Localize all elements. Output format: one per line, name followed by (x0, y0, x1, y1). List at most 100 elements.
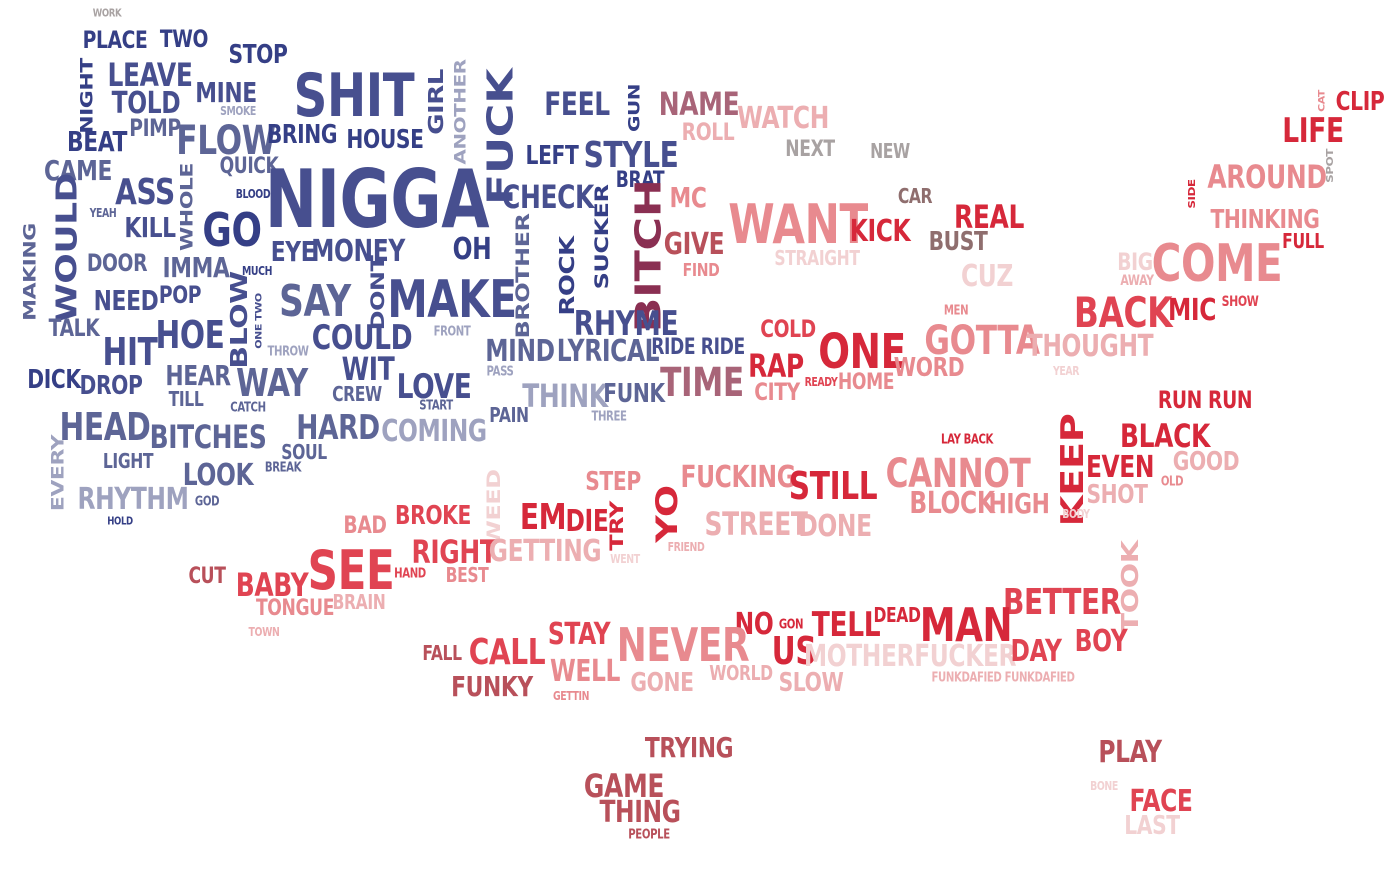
word-straight: STRAIGHT (774, 246, 860, 270)
word-motherfucker: MOTHERFUCKER (803, 639, 1017, 674)
word-fucking: FUCKING (680, 460, 796, 495)
word-us: US (771, 629, 817, 673)
word-world: WORLD (709, 661, 773, 685)
word-cat: CAT (1316, 90, 1328, 112)
word-home: HOME (837, 370, 895, 395)
word-shot: SHOT (1086, 480, 1148, 510)
word-coming: COMING (381, 414, 487, 449)
word-real: REAL (954, 198, 1024, 236)
word-car: CAR (897, 184, 933, 208)
word-funkdafied-funkdafied: FUNKDAFIED FUNKDAFIED (931, 670, 1075, 686)
word-see: SEE (307, 539, 395, 602)
word-people: PEOPLE (628, 827, 670, 843)
word-big: BIG (1117, 248, 1153, 276)
word-body: BODY (1062, 507, 1090, 521)
word-much: MUCH (241, 264, 273, 278)
word-back: BACK (1073, 288, 1173, 337)
word-cut: CUT (188, 564, 226, 589)
word-every: EVERY (48, 434, 69, 512)
word-door: DOOR (86, 249, 148, 277)
word-getting: GETTING (488, 534, 602, 569)
word-told: TOLD (111, 86, 181, 121)
word-block: BLOCK (909, 486, 995, 521)
word-slow: SLOW (778, 668, 844, 698)
word-hand: HAND (394, 566, 426, 582)
word-time: TIME (660, 360, 744, 406)
word-gettin: GETTIN (552, 689, 590, 703)
word-baby: BABY (235, 566, 309, 604)
word-night: NIGHT (77, 58, 98, 134)
word-light: LIGHT (102, 449, 154, 473)
word-go: GO (202, 203, 262, 257)
word-ass: ASS (115, 172, 175, 213)
word-took: TOOK (1116, 540, 1145, 634)
word-hard: HARD (296, 408, 380, 448)
word-mic: MIC (1167, 293, 1217, 328)
word-left: LEFT (525, 141, 579, 171)
word-look: LOOK (182, 458, 254, 493)
word-nigga: NIGGA (264, 153, 490, 246)
word-cannot: CANNOT (885, 451, 1031, 497)
word-game: GAME (583, 767, 665, 805)
word-man: MAN (919, 598, 1013, 652)
word-funk: FUNK (603, 379, 665, 409)
word-done: DONE (798, 509, 872, 544)
word-around: AROUND (1207, 158, 1327, 196)
word-high: HIGH (988, 487, 1050, 520)
word-money: MONEY (311, 234, 405, 269)
word-gun: GUN (624, 84, 644, 132)
word-went: WENT (610, 552, 640, 566)
word-roll: ROLL (681, 118, 735, 146)
word-ready: READY (804, 375, 838, 389)
word-check: CHECK (502, 178, 594, 216)
word-quick: QUICK (219, 154, 279, 179)
word-way: WAY (236, 361, 308, 405)
word-throw: THROW (267, 344, 309, 360)
word-talk: TALK (48, 314, 100, 342)
word-face: FACE (1129, 784, 1193, 819)
word-three: THREE (591, 409, 627, 425)
word-rhythm: RHYTHM (77, 482, 189, 517)
word-want: WANT (728, 193, 868, 256)
word-came: CAME (43, 154, 113, 187)
word-flow: FLOW (176, 118, 276, 164)
word-pimp: PIMP (129, 114, 181, 142)
word-spot: SPOT (1324, 149, 1336, 183)
word-mine: MINE (195, 76, 257, 109)
word-new: NEW (870, 139, 910, 163)
word-drop: DROP (79, 371, 143, 401)
word-gon: GON (778, 617, 804, 633)
word-play: PLAY (1098, 735, 1162, 770)
word-bone: BONE (1090, 779, 1118, 793)
word-hear: HEAR (165, 359, 231, 392)
word-good: GOOD (1172, 447, 1240, 477)
word-one: ONE (818, 324, 906, 380)
word-rhyme: RHYME (573, 304, 679, 344)
word-lyrical: LYRICAL (556, 334, 660, 369)
word-next: NEXT (785, 137, 835, 162)
word-love: LOVE (396, 367, 472, 407)
word-cuz: CUZ (961, 259, 1013, 294)
word-pain: PAIN (489, 403, 529, 427)
word-funky: FUNKY (451, 670, 533, 703)
word-old: OLD (1160, 474, 1184, 490)
word-yo: YO (649, 485, 685, 543)
word-stay: STAY (547, 617, 611, 652)
word-brat: BRAT (615, 168, 665, 193)
word-cold: COLD (760, 315, 816, 343)
word-smoke: SMOKE (220, 104, 256, 118)
word-place: PLACE (82, 26, 148, 54)
word-tell: TELL (811, 605, 881, 645)
word-show: SHOW (1221, 294, 1259, 310)
word-girl: GIRL (425, 69, 449, 135)
word-eye: EYE (270, 235, 316, 268)
word-wit: WIT (341, 350, 395, 388)
word-side: SIDE (1186, 179, 1198, 209)
word-bad: BAD (343, 511, 387, 539)
word-style: STYLE (583, 135, 679, 176)
word-imma: IMMA (162, 251, 230, 284)
word-fall: FALL (422, 641, 462, 665)
word-could: COULD (311, 318, 413, 358)
word-full: FULL (1282, 229, 1324, 253)
